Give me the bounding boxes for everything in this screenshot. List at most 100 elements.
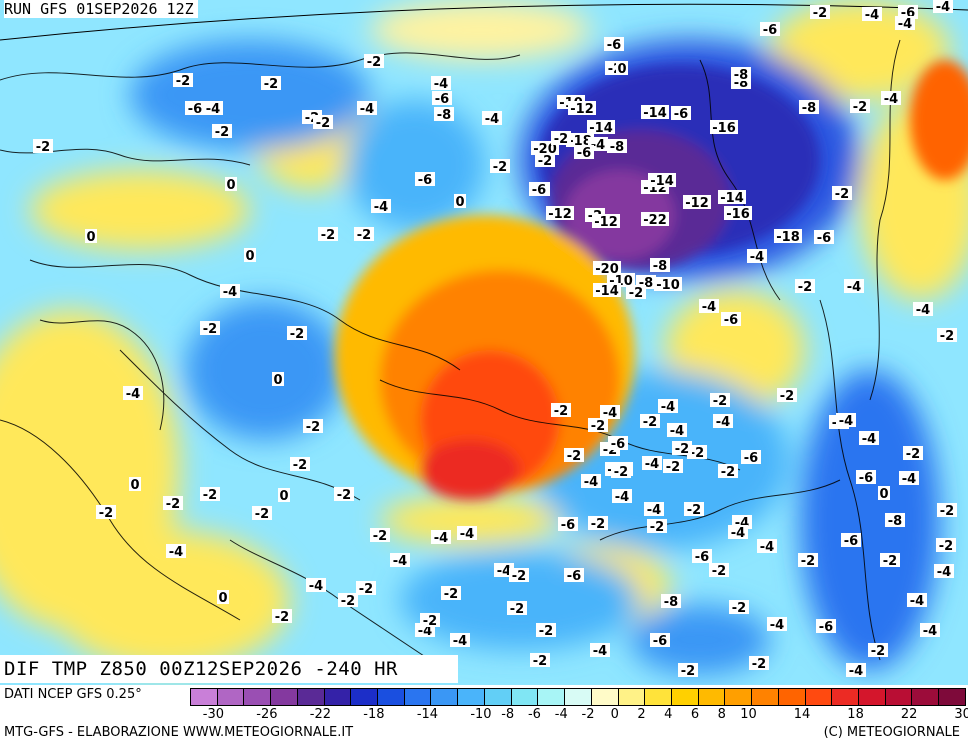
legend-swatch (404, 689, 432, 705)
anomaly-label: -4 (645, 457, 659, 472)
anomaly-label-bg (907, 593, 927, 607)
anomaly-label-bg (441, 586, 461, 600)
anomaly-label: -2 (203, 322, 217, 337)
anomaly-label: -8 (437, 108, 451, 123)
anomaly-label-bg (832, 186, 852, 200)
anomaly-label-bg (200, 487, 220, 501)
legend-tick: 22 (900, 707, 918, 722)
anomaly-label: -4 (910, 594, 924, 609)
anomaly-label: -2 (591, 517, 605, 532)
anomaly-label: -4 (916, 303, 930, 318)
anomaly-label-bg (658, 399, 678, 413)
legend-swatch (912, 689, 940, 705)
anomaly-label-bg (729, 600, 749, 614)
anomaly-label: -2 (36, 140, 50, 155)
anomaly-label: -14 (720, 191, 744, 206)
anomaly-label-bg (881, 91, 901, 105)
anomaly-label: -6 (844, 534, 858, 549)
anomaly-label-bg (747, 249, 767, 263)
anomaly-label: -6 (435, 92, 449, 107)
legend-swatch (858, 689, 886, 705)
anomaly-label-bg (718, 464, 738, 478)
anomaly-label-bg (370, 528, 390, 542)
anomaly-label-bg (859, 431, 879, 445)
anomaly-label-bg (885, 513, 905, 527)
anomaly-label-bg (878, 486, 890, 500)
anomaly-label-bg (757, 539, 777, 553)
anomaly-map: -2-6 -4-2-2-2-2-4 -8 -4-60-2-2-4-6-40-2 -200… (0, 0, 968, 685)
anomaly-label: -2 (264, 77, 278, 92)
anomaly-label: -2 (337, 488, 351, 503)
anomaly-label-bg (650, 258, 670, 272)
anomaly-label: -6 (577, 146, 591, 161)
anomaly-label-bg (588, 516, 608, 530)
legend-swatch (191, 689, 218, 705)
anomaly-label: -2 (906, 447, 920, 462)
anomaly-label-bg (450, 633, 470, 647)
anomaly-label: -2 (367, 55, 381, 70)
anomaly-label: -2 (306, 420, 320, 435)
anomaly-label-bg (672, 441, 692, 455)
anomaly-label: -4 (374, 200, 388, 215)
legend-swatch (244, 689, 272, 705)
anomaly-label: -4 (716, 415, 730, 430)
anomaly-label: -6 (674, 107, 688, 122)
anomaly-label: -14 (595, 284, 619, 299)
anomaly-label: -2 (293, 458, 307, 473)
legend-swatch (351, 689, 379, 705)
anomaly-label: -12 (594, 215, 618, 230)
anomaly-label: -4 (434, 77, 448, 92)
field-title: DIF TMP Z850 00Z12SEP2026 -240 HR (0, 655, 458, 683)
anomaly-label: -4 (485, 112, 499, 127)
anomaly-label: -4 (453, 634, 467, 649)
anomaly-label: -16 (712, 121, 736, 136)
anomaly-label: -2 (591, 419, 605, 434)
anomaly-label: -4 (865, 8, 879, 23)
anomaly-label-bg (587, 120, 615, 134)
anomaly-label: -2 (643, 415, 657, 430)
anomaly-label-bg (566, 133, 594, 147)
anomaly-label: -4 (750, 250, 764, 265)
anomaly-label: -6 (859, 471, 873, 486)
anomaly-label: -4 (702, 300, 716, 315)
anomaly-label: -6 (819, 620, 833, 635)
anomaly-label-bg (593, 261, 621, 275)
anomaly-label: -4 (418, 624, 432, 639)
anomaly-label: -2 (341, 594, 355, 609)
anomaly-label: -6 (763, 23, 777, 38)
anomaly-label: -2 (316, 116, 330, 131)
anomaly-label-bg (252, 506, 272, 520)
anomaly-label-bg (306, 578, 326, 592)
anomaly-label: 0 (273, 373, 282, 388)
legend-tick: -14 (416, 707, 439, 722)
anomaly-label: -4 (898, 17, 912, 32)
anomaly-label: -4 (206, 102, 220, 117)
anomaly-label: -2 (567, 449, 581, 464)
anomaly-label: -2 (732, 601, 746, 616)
anomaly-label: -2 (538, 154, 552, 169)
credit-right: (C) METEOGIORNALE (823, 725, 960, 740)
anomaly-label-bg (641, 105, 669, 119)
anomaly-label: -4 (615, 490, 629, 505)
anomaly-label-bg (357, 101, 377, 115)
anomaly-label: -6 (567, 569, 581, 584)
anomaly-label-bg (612, 489, 632, 503)
legend-swatch (645, 689, 672, 705)
anomaly-label: -4 (902, 472, 916, 487)
anomaly-label: -2 (675, 442, 689, 457)
legend-swatch (725, 689, 753, 705)
anomaly-label-bg (699, 299, 719, 313)
anomaly-label: -4 (393, 554, 407, 569)
anomaly-label-bg (507, 601, 527, 615)
anomaly-label: -2 (373, 529, 387, 544)
anomaly-label: -4 (936, 0, 950, 15)
legend-swatch (885, 689, 913, 705)
anomaly-label-bg (648, 173, 676, 187)
anomaly-labels: -2-6 -4-2-2-2-2-4 -8 -4-60-2-2-4-6-40-2 -200… (33, 0, 957, 679)
anomaly-label: -2 (780, 389, 794, 404)
anomaly-label: -14 (650, 174, 674, 189)
legend-tick: 4 (664, 707, 673, 722)
anomaly-label: -2 (801, 554, 815, 569)
anomaly-label: -18 (776, 230, 800, 245)
legend-swatch (565, 689, 592, 705)
